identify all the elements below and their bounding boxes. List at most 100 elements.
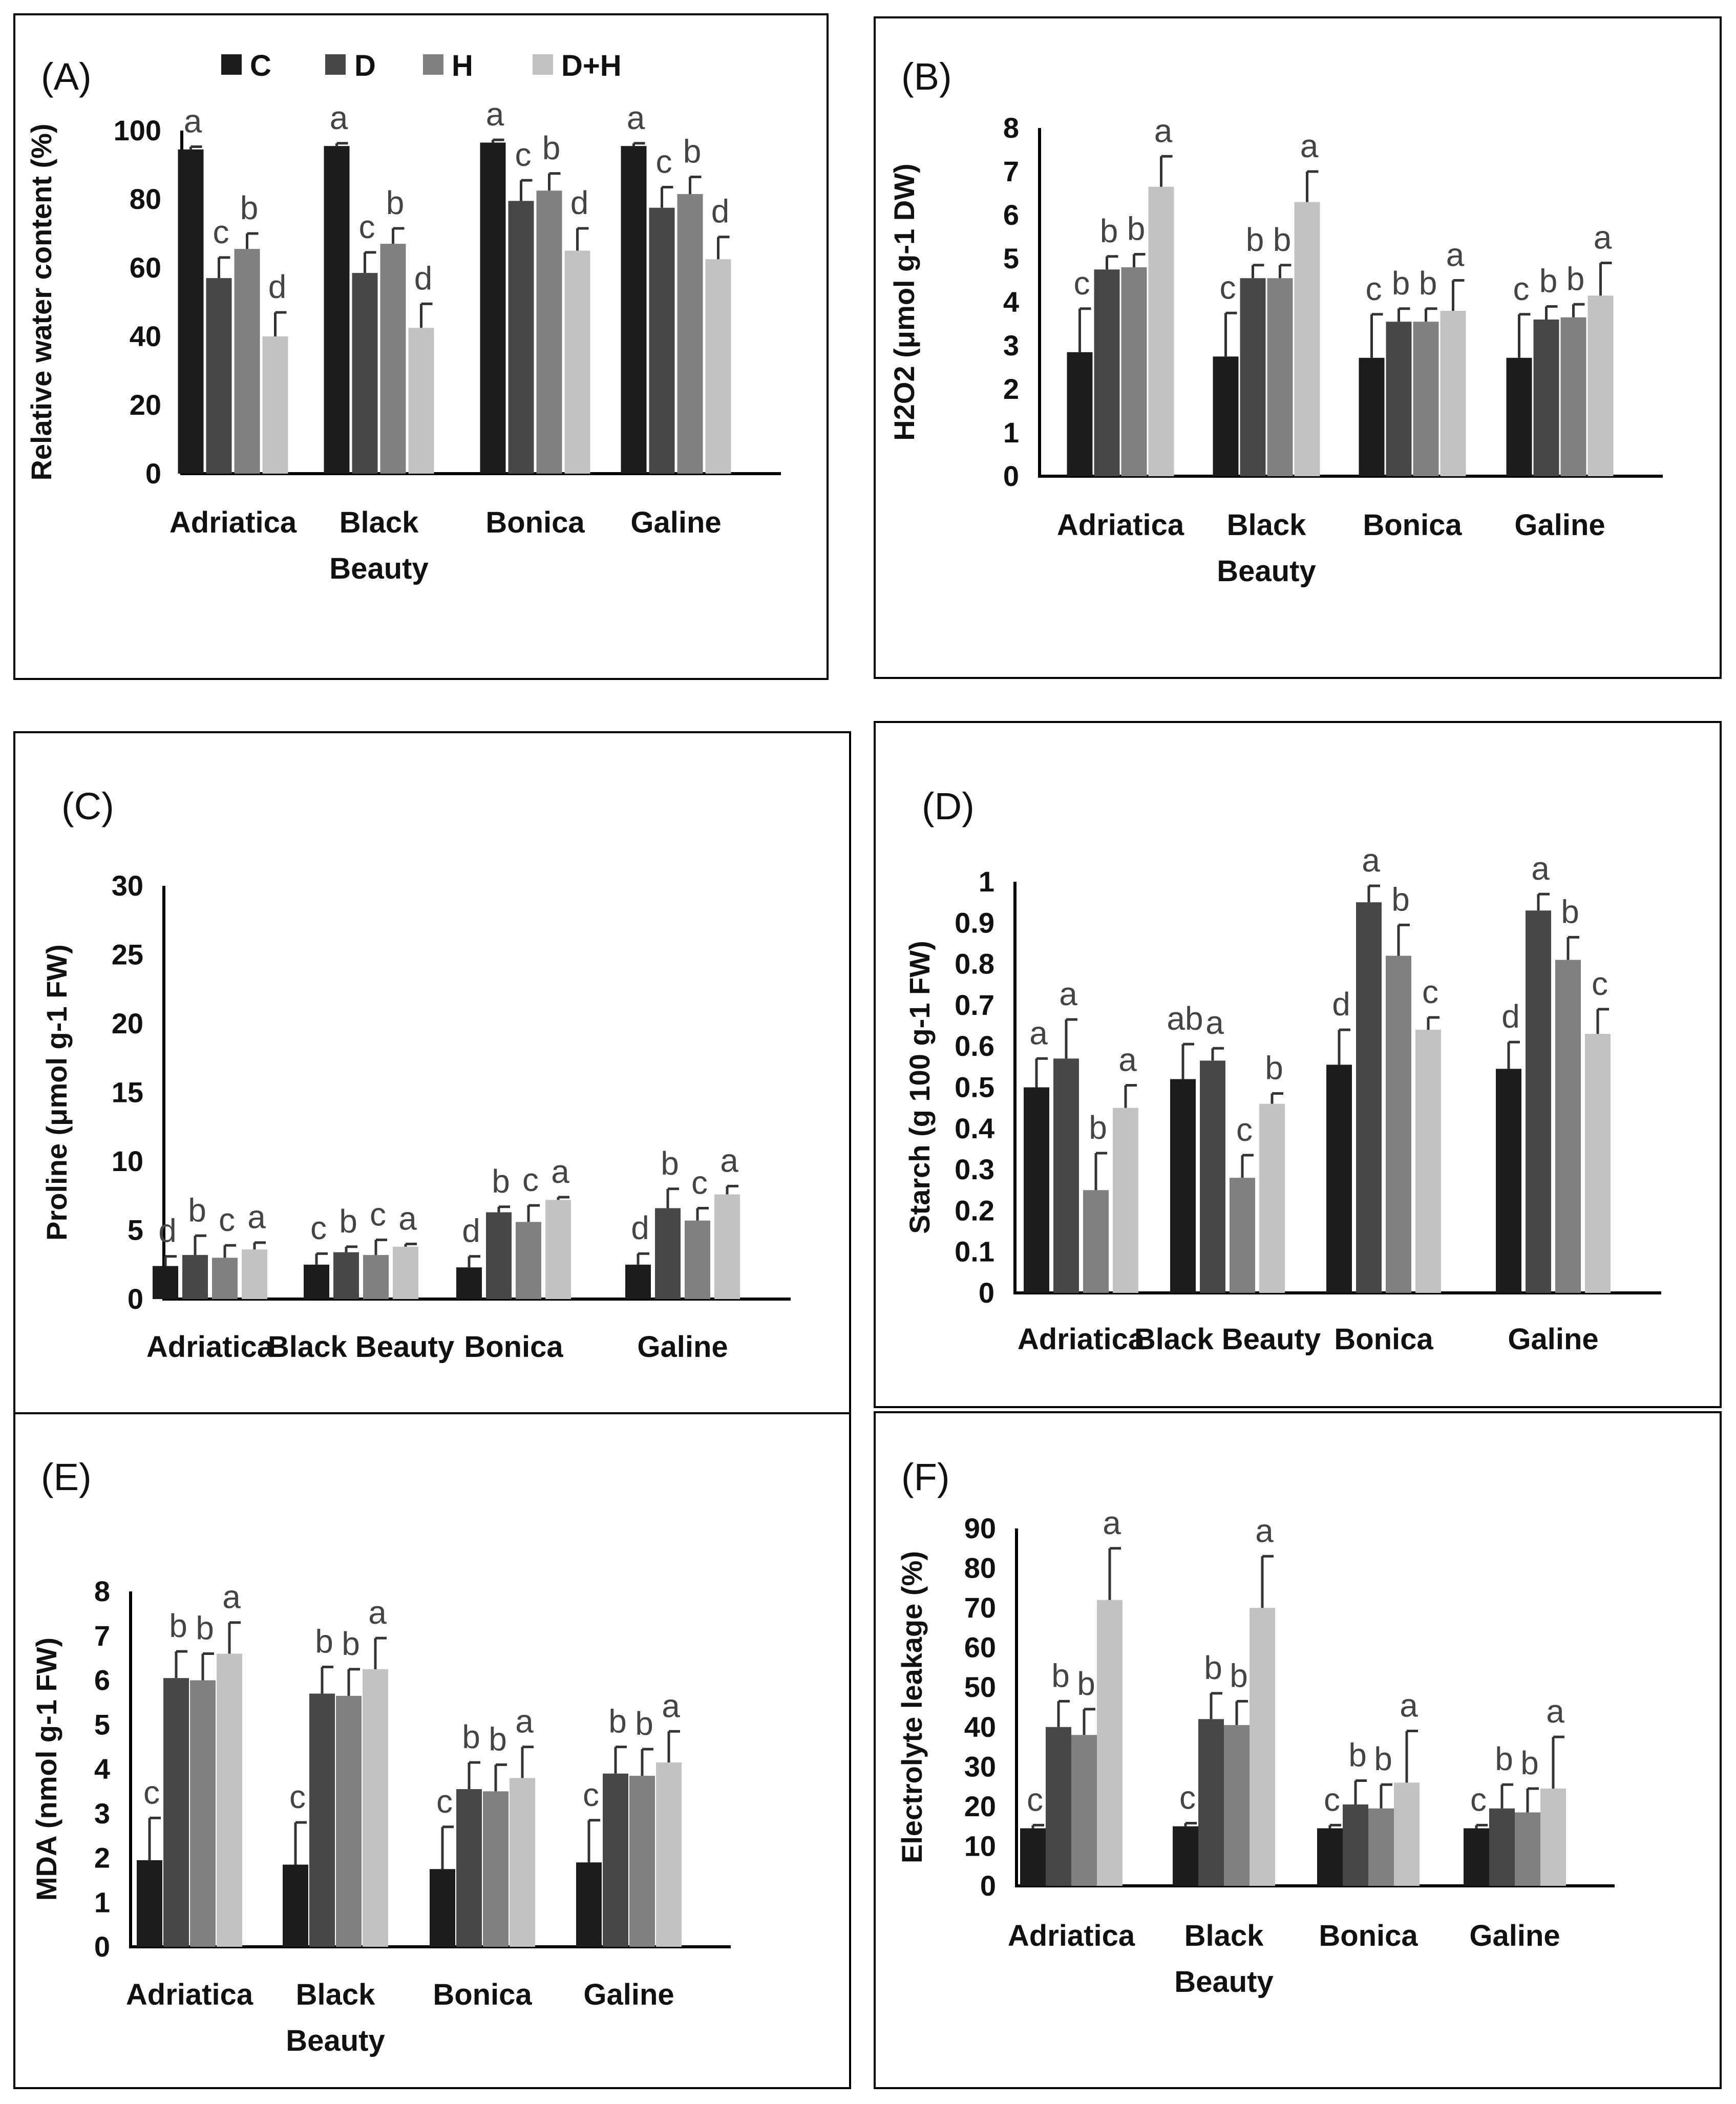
- bar-a-dplush: [705, 259, 731, 474]
- bar-b-d: [1240, 278, 1266, 476]
- category-label-c: Galine: [637, 1330, 728, 1364]
- significance-letter-c: b: [339, 1203, 357, 1240]
- legend-swatch-d: [325, 54, 346, 75]
- bar-e-dplush: [363, 1669, 388, 1947]
- bar-a-dplush: [408, 328, 434, 474]
- significance-letter-b: b: [1127, 210, 1146, 247]
- significance-letter-e: a: [515, 1703, 534, 1740]
- category-label-e: Galine: [583, 1978, 674, 2011]
- bar-c-d: [333, 1252, 359, 1299]
- category-label-b: Galine: [1514, 508, 1605, 542]
- significance-letter-a: d: [414, 260, 433, 296]
- y-tick-label-d: 0: [979, 1277, 994, 1309]
- bar-b-d: [1386, 322, 1412, 476]
- bar-a-d: [649, 207, 675, 474]
- bar-a-h: [677, 194, 703, 474]
- bar-e-d: [603, 1773, 628, 1947]
- y-tick-label-f: 90: [964, 1512, 996, 1544]
- bar-d-dplush: [1585, 1034, 1611, 1293]
- panel-label-f: (F): [901, 1456, 950, 1498]
- significance-letter-b: a: [1594, 219, 1612, 256]
- bar-f-dplush: [1540, 1788, 1566, 1886]
- y-tick-label-b: 1: [1003, 416, 1019, 449]
- y-tick-label-d: 0.5: [955, 1071, 994, 1103]
- chart-f: 0 10 20 30 40 50 60 70 80 90 Adriatica Black Beauty B…: [896, 1504, 1615, 1999]
- bar-f-dplush: [1394, 1782, 1420, 1886]
- chart-b: 0 1 2 3 4 5 6 7 8 Adriatica Black Beauty Bonica Galin…: [888, 112, 1663, 588]
- y-tick-label-c: 5: [128, 1214, 143, 1246]
- legend-label-dh: D+H: [561, 49, 622, 82]
- panel-label-c: (C): [61, 785, 114, 827]
- panel-frame-f: [874, 1411, 1722, 2089]
- bar-a-d: [508, 201, 534, 474]
- bar-b-d: [1094, 269, 1120, 476]
- significance-letter-c: c: [370, 1196, 386, 1232]
- significance-letter-c: b: [188, 1192, 206, 1228]
- significance-letter-a: d: [570, 184, 589, 221]
- y-tick-label-e: 1: [94, 1886, 110, 1918]
- y-tick-label-c: 0: [128, 1283, 143, 1315]
- y-tick-label-e: 2: [94, 1842, 110, 1874]
- y-tick-label-e: 0: [94, 1930, 110, 1963]
- bar-c-h: [516, 1222, 541, 1299]
- significance-letter-d: c: [1592, 965, 1608, 1002]
- significance-letter-b: b: [1246, 221, 1264, 258]
- y-tick-label-b: 2: [1003, 373, 1019, 405]
- significance-letter-b: a: [1446, 237, 1465, 273]
- bar-f-c: [1020, 1828, 1046, 1886]
- legend-label-d: D: [354, 49, 376, 82]
- significance-letter-a: c: [656, 143, 672, 180]
- significance-letter-c: a: [398, 1200, 417, 1237]
- y-tick-label-b: 7: [1003, 155, 1019, 187]
- significance-letter-c: d: [462, 1213, 480, 1249]
- bar-f-c: [1464, 1828, 1489, 1886]
- panel-frame-a: [13, 13, 829, 680]
- chart-d: 0 0.1 0.2 0.3 0.4 0.5 0.6 0.7 0.8 0.9 1 AdriaticaBl…: [903, 842, 1661, 1356]
- y-tick-label-f: 10: [964, 1830, 996, 1862]
- bar-e-d: [309, 1693, 335, 1947]
- bar-d-dplush: [1113, 1108, 1138, 1293]
- y-tick-label-e: 3: [94, 1797, 110, 1830]
- significance-letter-f: a: [1400, 1687, 1418, 1724]
- significance-letter-c: b: [492, 1163, 510, 1200]
- y-axis-label-f: Electrolyte leakage (%): [896, 1551, 928, 1863]
- y-tick-label-d: 0.2: [955, 1194, 994, 1226]
- bar-d-d: [1526, 910, 1551, 1293]
- y-tick-label-d: 0.3: [955, 1153, 994, 1185]
- significance-letter-c: a: [247, 1199, 266, 1236]
- significance-letter-c: c: [219, 1201, 235, 1238]
- bar-e-c: [137, 1860, 162, 1947]
- bar-a-c: [324, 146, 350, 474]
- significance-letter-c: b: [661, 1145, 679, 1182]
- significance-letter-e: a: [662, 1687, 680, 1724]
- bar-b-c: [1213, 356, 1239, 476]
- y-tick-label-c: 20: [112, 1007, 143, 1039]
- bar-f-d: [1489, 1808, 1515, 1886]
- significance-letter-d: a: [1118, 1041, 1137, 1078]
- chart-e: 0 1 2 3 4 5 6 7 8 Adriatica Black Beauty Bonica Galin…: [30, 1575, 731, 2057]
- bar-e-d: [456, 1789, 482, 1947]
- bar-d-d: [1356, 902, 1382, 1293]
- legend-swatch-h: [423, 54, 443, 75]
- y-tick-label-a: 20: [130, 389, 161, 421]
- legend-swatch-c: [221, 54, 242, 75]
- bar-a-c: [621, 146, 647, 474]
- significance-letter-d: b: [1561, 893, 1579, 930]
- significance-letter-a: a: [330, 99, 348, 136]
- significance-letter-e: b: [196, 1609, 214, 1646]
- bar-d-c: [1496, 1069, 1521, 1293]
- bar-c-c: [304, 1264, 329, 1299]
- bar-d-c: [1326, 1065, 1352, 1293]
- bar-c-dplush: [242, 1249, 267, 1299]
- significance-letter-f: c: [1027, 1781, 1043, 1818]
- significance-letter-f: b: [1495, 1740, 1513, 1777]
- bar-c-d: [486, 1212, 512, 1299]
- category-label-f: Bonica: [1319, 1919, 1418, 1952]
- bar-a-h: [380, 244, 406, 474]
- bar-b-dplush: [1440, 311, 1466, 476]
- significance-letter-f: a: [1255, 1512, 1274, 1549]
- bar-b-c: [1067, 352, 1093, 476]
- bar-c-dplush: [393, 1246, 418, 1299]
- significance-letter-d: b: [1089, 1109, 1107, 1146]
- legend-swatch-dh: [533, 54, 553, 75]
